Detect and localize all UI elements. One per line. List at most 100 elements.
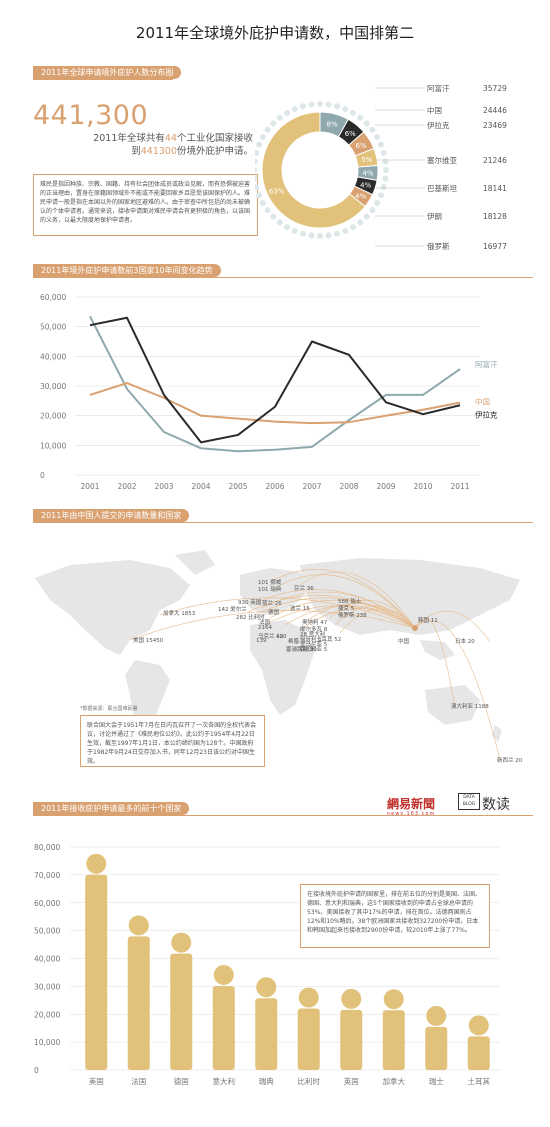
asia	[300, 558, 520, 635]
pie-percent-label: 5%	[361, 156, 372, 164]
pie-value-label: 16977	[483, 242, 507, 251]
bar-head	[298, 987, 319, 1008]
migration-arc	[329, 599, 416, 629]
map-country-label: 捷克 5	[338, 604, 355, 612]
bar-head	[383, 989, 404, 1010]
pie-value-label: 18128	[483, 212, 507, 221]
y-tick-label: 0	[40, 471, 45, 480]
bar	[467, 1036, 490, 1070]
pie-value-label: 21246	[483, 156, 507, 165]
pie-dot	[342, 106, 349, 113]
x-tick-label: 瑞士	[429, 1076, 444, 1086]
section2-title: 2011年境外庇护申请数前3国家10年间变化趋势	[33, 264, 221, 277]
y-tick-label: 20,000	[34, 1010, 60, 1019]
map-country-label: 芬兰 36	[294, 584, 314, 592]
migration-arcs	[129, 569, 501, 761]
x-tick-label: 2009	[376, 482, 395, 491]
map-country-label: 美国 15450	[133, 636, 164, 644]
migration-arc	[269, 569, 416, 629]
x-tick-label: 意大利	[213, 1076, 236, 1086]
bar-head	[171, 932, 192, 953]
series-label: 伊拉克	[475, 409, 498, 419]
pie-value-label: 23469	[483, 121, 507, 130]
y-tick-label: 10,000	[34, 1038, 60, 1047]
map-country-label: 中国	[398, 637, 410, 645]
map-country-label: 新西兰 20	[497, 756, 523, 764]
pie-dot	[276, 114, 283, 121]
map-country-label: 588 瑞士	[338, 597, 362, 605]
y-tick-label: 60,000	[34, 899, 60, 908]
greenland	[175, 550, 215, 575]
pie-dot	[363, 120, 370, 127]
source-note: *数据来源：联合国难民署	[80, 706, 138, 712]
y-tick-label: 70,000	[34, 871, 60, 880]
series-line	[89, 382, 461, 425]
map-country-label: 400	[276, 634, 287, 640]
pie-dot	[308, 101, 315, 108]
series-line	[89, 316, 461, 444]
y-tick-label: 40,000	[34, 955, 60, 964]
pie-percent-label: 4%	[362, 169, 373, 177]
x-tick-label: 比利时	[298, 1076, 321, 1086]
bar	[127, 936, 150, 1070]
map-country-label: 希腊	[288, 637, 300, 645]
section1-title: 2011年全球申请境外庇护人数分布图	[33, 66, 182, 79]
section3-title: 2011年由中国人提交的申请数量和国家	[33, 509, 190, 522]
africa	[250, 620, 315, 715]
pie-chart: 8% 6% 6% 5% 4% 4% 4% 63% 阿富汗 35729 中国 24446 伊拉克 23469…	[255, 83, 507, 251]
pie-country-label: 中国	[427, 105, 442, 115]
pie-dot	[342, 227, 349, 234]
map-country-label: 摩尔多瓦 8	[300, 625, 328, 633]
pie-dot	[270, 213, 277, 220]
pie-percent-label: 8%	[327, 121, 338, 129]
map-country-label: 乌克兰 12	[258, 632, 283, 640]
map-country-label: 匈牙利 1	[300, 635, 322, 643]
pie-dot	[255, 167, 257, 173]
pie-dot	[291, 227, 298, 234]
migration-arc	[274, 574, 416, 629]
x-tick-label: 瑞典	[259, 1076, 274, 1086]
pie-percent-label: 6%	[355, 142, 366, 150]
pie-dot	[291, 106, 298, 113]
y-tick-label: 10,000	[40, 441, 66, 450]
pie-dot	[382, 158, 389, 165]
pie-dot	[256, 141, 263, 148]
pie-dot	[264, 207, 271, 214]
pie-dot	[325, 232, 332, 239]
pie-dot	[308, 232, 315, 239]
migration-arc	[299, 571, 416, 629]
map-country-label: 奥地利 47	[302, 618, 328, 626]
pie-dot	[377, 192, 384, 199]
section-rule	[33, 277, 533, 278]
x-tick-label: 2007	[302, 482, 321, 491]
x-tick-label: 美国	[89, 1076, 104, 1086]
pie-dot	[377, 141, 384, 148]
map-country-label: 澳大利亚 1188	[451, 702, 489, 710]
section-rule	[33, 522, 533, 523]
pie-country-label: 巴基斯坦	[427, 183, 457, 193]
pie-percent-label: 4%	[360, 182, 371, 190]
pie-dot	[317, 101, 323, 107]
map-country-label: 塞浦路斯 30	[286, 645, 317, 653]
china-marker	[412, 625, 418, 631]
pie-dot	[334, 230, 341, 237]
southeast-asia	[420, 640, 455, 660]
new-zealand	[492, 725, 502, 742]
x-tick-label: 土耳其	[468, 1076, 491, 1086]
pie-country-label: 俄罗斯	[427, 241, 450, 251]
x-tick-label: 2004	[191, 482, 210, 491]
pie-value-label: 18141	[483, 184, 507, 193]
x-tick-label: 英国	[344, 1076, 359, 1086]
y-tick-label: 50,000	[34, 927, 60, 936]
pie-dot	[334, 103, 341, 110]
migration-arc	[299, 608, 416, 631]
pie-country-label: 阿富汗	[427, 83, 450, 93]
pie-percent-label: 6%	[345, 130, 356, 138]
line-chart: 0 10,000 20,000 30,000 40,000 50,000 60,000 200…	[40, 293, 498, 491]
pie-dot	[374, 134, 381, 140]
pie-dot	[276, 219, 283, 226]
datablog-logo: DATA BLOG	[458, 793, 480, 810]
migration-arc	[414, 610, 491, 643]
top10-note: 在接收境外庇护申请的国家里，排在前五位的分别是美国、法国、德国、意大利和瑞典，这…	[300, 884, 490, 948]
map-country-label: 2164	[258, 625, 272, 631]
